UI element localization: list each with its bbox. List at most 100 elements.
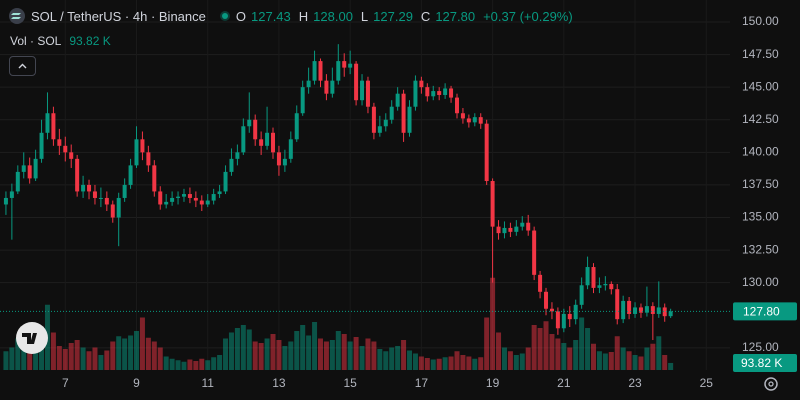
volume-bar xyxy=(448,356,454,370)
volume-bar xyxy=(579,317,585,370)
volume-bar xyxy=(585,328,591,370)
candle-body xyxy=(633,307,638,314)
open-value: 127.43 xyxy=(251,8,291,24)
volume-bar xyxy=(395,346,401,370)
candle-body xyxy=(425,87,430,97)
volume-bar xyxy=(98,355,104,370)
candle-body xyxy=(152,165,157,192)
volume-bar xyxy=(9,347,15,370)
volume-bar xyxy=(460,355,466,370)
symbol-title: SOL / TetherUS · 4h · Binance xyxy=(31,8,206,24)
volume-bar xyxy=(490,277,496,370)
candle-body xyxy=(377,126,382,133)
volume-legend: Vol · SOL 93.82 K xyxy=(10,34,111,48)
candle-body xyxy=(241,126,246,153)
volume-bar xyxy=(573,340,579,370)
volume-bar xyxy=(312,322,318,370)
candle-body xyxy=(621,300,626,320)
candle-body xyxy=(454,97,459,114)
candle-body xyxy=(591,267,596,288)
volume-name: Vol · SOL xyxy=(10,34,62,48)
volume-bar xyxy=(347,341,353,370)
candle-body xyxy=(348,63,353,68)
volume-bar xyxy=(270,334,276,370)
volume-bar xyxy=(300,325,306,370)
x-tick-label: 19 xyxy=(486,376,500,390)
low-name: L xyxy=(360,8,369,24)
volume-bar xyxy=(626,351,632,370)
settings-icon[interactable] xyxy=(764,377,778,391)
volume-bar xyxy=(650,343,656,370)
volume-bar xyxy=(258,343,264,370)
volume-bar xyxy=(567,347,573,370)
volume-bar xyxy=(110,341,116,370)
volume-bar xyxy=(306,335,312,370)
candle-body xyxy=(265,132,270,146)
volume-bar xyxy=(264,338,270,370)
volume-bar xyxy=(644,347,650,370)
candle-body xyxy=(508,227,513,232)
candle-body xyxy=(484,123,489,182)
volume-bar xyxy=(323,341,329,370)
candle-body xyxy=(407,106,412,133)
volume-bar xyxy=(418,356,424,370)
candle-body xyxy=(520,222,525,227)
volume-bar xyxy=(139,317,145,370)
candle-body xyxy=(526,222,531,231)
volume-bar xyxy=(151,341,157,370)
x-tick-label: 15 xyxy=(343,376,357,390)
candle-body xyxy=(259,139,264,146)
candle-body xyxy=(33,158,38,179)
candle-body xyxy=(585,267,590,286)
volume-bar xyxy=(638,356,644,370)
candle-body xyxy=(532,230,537,275)
volume-bar xyxy=(211,357,217,370)
candle-body xyxy=(668,311,673,317)
volume-bar xyxy=(608,352,614,370)
candle-body xyxy=(502,227,507,234)
candle-body xyxy=(75,158,80,192)
volume-bar xyxy=(33,340,39,370)
candle-body xyxy=(39,132,44,159)
candle-body xyxy=(644,306,649,313)
y-tick-label: 145.00 xyxy=(742,79,779,93)
candle-body xyxy=(81,184,86,192)
y-tick-label: 142.50 xyxy=(742,112,779,126)
x-tick-label: 9 xyxy=(133,376,140,390)
candle-body xyxy=(176,196,181,198)
candle-body xyxy=(383,119,388,127)
high-name: H xyxy=(298,8,309,24)
volume-bar xyxy=(466,356,472,370)
candle-body xyxy=(615,289,620,320)
price-pane xyxy=(0,44,730,341)
candle-body xyxy=(395,93,400,107)
volume-bar xyxy=(668,362,674,370)
volume-bar xyxy=(86,351,92,370)
candle-body xyxy=(579,285,584,305)
volume-bar xyxy=(590,343,596,370)
volume-bar xyxy=(632,355,638,370)
volume-bar xyxy=(21,341,27,370)
collapse-button[interactable] xyxy=(9,56,36,76)
candle-body xyxy=(478,117,483,124)
candle-body xyxy=(443,88,448,95)
candle-body xyxy=(288,139,293,159)
candle-body xyxy=(389,106,394,120)
volume-bar xyxy=(602,353,608,370)
candle-body xyxy=(3,197,8,205)
volume-bar xyxy=(424,358,430,370)
candle-body xyxy=(134,139,139,166)
volume-bar xyxy=(407,350,413,370)
y-tick-label: 137.50 xyxy=(742,177,779,191)
high-value: 128.00 xyxy=(313,8,353,24)
volume-bar xyxy=(472,358,478,370)
volume-bar xyxy=(282,346,288,370)
candle-body xyxy=(496,226,501,234)
low-value: 127.29 xyxy=(373,8,413,24)
candle-body xyxy=(164,201,169,205)
candle-body xyxy=(365,80,370,107)
candle-body xyxy=(573,304,578,320)
x-tick-label: 13 xyxy=(272,376,286,390)
volume-bar xyxy=(596,351,602,370)
